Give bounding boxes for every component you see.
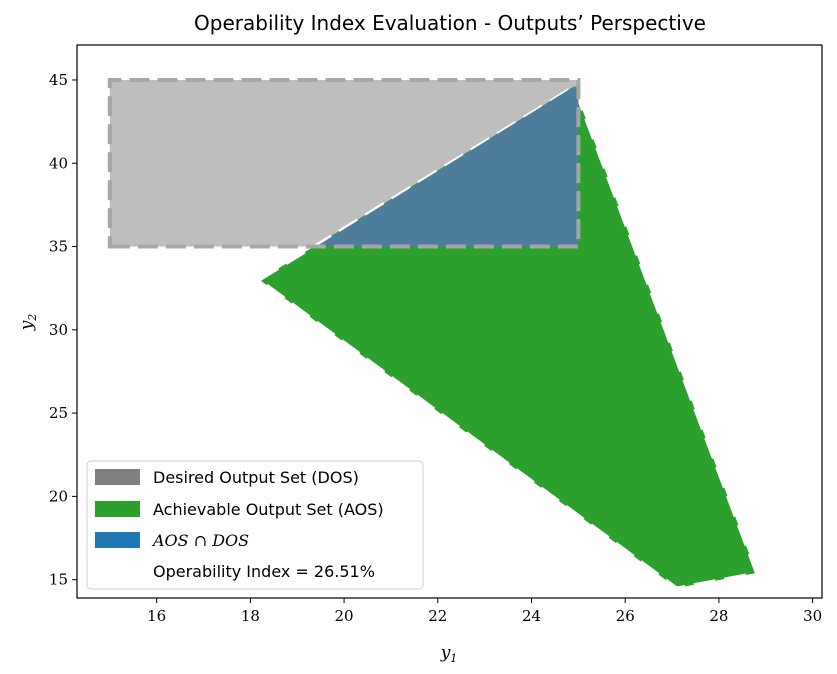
legend-label-aos: Achievable Output Set (AOS)	[153, 500, 384, 519]
x-tick-label: 16	[147, 607, 166, 625]
x-tick-label: 26	[616, 607, 635, 625]
x-axis-label: y1	[440, 643, 458, 665]
y-axis-label-sub: 2	[26, 314, 39, 322]
x-axis-label-sub: 1	[450, 652, 457, 665]
legend-swatch-aos	[95, 501, 140, 517]
dos-outline	[107, 78, 581, 249]
y-tick-label: 25	[49, 404, 68, 422]
y-tick-label: 35	[49, 238, 68, 256]
intersection-region	[316, 86, 579, 247]
legend-label-intersection: AOS ∩ DOS	[151, 531, 249, 550]
legend-box	[86, 460, 424, 590]
x-tick-label: 24	[522, 607, 541, 625]
x-tick-label: 30	[803, 607, 822, 625]
operability-index-label: Operability Index = 26.51%	[153, 562, 375, 581]
y-tick-label: 45	[49, 71, 68, 89]
x-tick-label: 28	[709, 607, 728, 625]
x-tick-label: 22	[428, 607, 447, 625]
x-tick-label: 18	[241, 607, 260, 625]
x-tick-label: 20	[335, 607, 354, 625]
y-tick-label: 20	[49, 487, 68, 505]
chart-title: Operability Index Evaluation - Outputs’ …	[194, 11, 706, 35]
plot-area	[107, 78, 758, 590]
y-axis-label: y2	[17, 314, 39, 332]
y-tick-label: 15	[49, 571, 68, 589]
legend-swatch-dos	[95, 469, 140, 485]
y-tick-label: 40	[49, 154, 68, 172]
axis-ticks: 16 18 20 22 24 26 28 30 15 20 25 30 35 40 45	[49, 71, 822, 625]
legend-swatch-intersection	[95, 532, 140, 548]
plot-frame	[76, 44, 823, 599]
legend: Desired Output Set (DOS) Achievable Outp…	[86, 460, 424, 590]
legend-label-dos: Desired Output Set (DOS)	[153, 468, 359, 487]
y-tick-label: 30	[49, 321, 68, 339]
